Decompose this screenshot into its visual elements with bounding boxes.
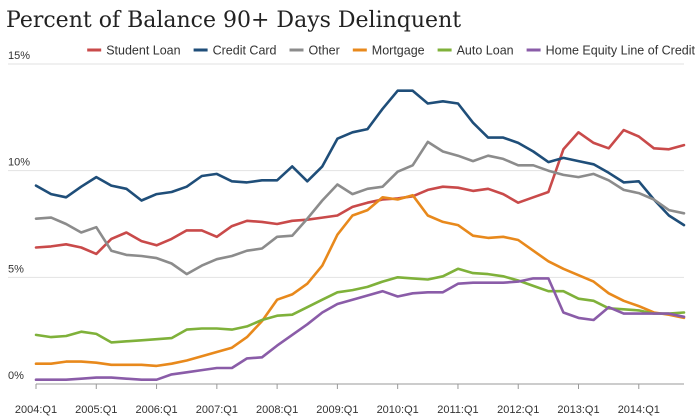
x-tick-label: 2011:Q1: [437, 404, 478, 416]
legend-item: Home Equity Line of Credit: [526, 44, 696, 58]
series-line-mortgage: [34, 193, 686, 368]
legend-label: Credit Card: [213, 44, 277, 58]
legend-item: Student Loan: [87, 44, 181, 58]
x-tick-label: 2005:Q1: [75, 404, 117, 416]
legend-item: Mortgage: [352, 44, 425, 58]
x-tick-label: 2007:Q1: [196, 404, 238, 416]
chart-title: Percent of Balance 90+ Days Delinquent: [6, 8, 461, 33]
series-lines: [34, 89, 686, 382]
legend-label: Auto Loan: [457, 44, 514, 58]
series-line-credit-card: [34, 89, 686, 227]
x-tick-label: 2008:Q1: [256, 404, 298, 416]
legend-label: Student Loan: [106, 44, 180, 58]
y-tick-label: 5%: [8, 263, 24, 275]
x-tick-label: 2004:Q1: [15, 404, 57, 416]
x-tick-label: 2009:Q1: [316, 404, 358, 416]
x-tick-label: 2013:Q1: [557, 404, 599, 416]
x-tick-label: 2010:Q1: [377, 404, 419, 416]
legend-item: Other: [289, 44, 340, 58]
gridlines: [8, 63, 684, 278]
legend-label: Other: [309, 44, 340, 58]
x-tick-label: 2006:Q1: [135, 404, 177, 416]
series-line-other: [34, 140, 686, 276]
series-line-auto-loan: [34, 267, 686, 344]
axes: 15% 10% 5% 0% 2004:Q1 2005:Q1 2006:Q1 2007:Q1 20…: [8, 50, 684, 416]
series-line-student-loan: [34, 128, 686, 256]
y-tick-label: 10%: [8, 157, 30, 169]
legend-item: Credit Card: [193, 44, 277, 58]
y-tick-label: 0%: [8, 370, 24, 382]
series-line-home-equity-line-of-credit: [34, 277, 686, 382]
legend: Student Loan Credit Card Other Mortgage Auto…: [87, 44, 696, 58]
legend-item: Auto Loan: [437, 44, 514, 58]
legend-label: Mortgage: [372, 44, 425, 58]
legend-label: Home Equity Line of Credit: [546, 44, 696, 58]
x-tick-label: 2012:Q1: [497, 404, 539, 416]
x-tick-label: 2014:Q1: [618, 404, 660, 416]
y-tick-label: 15%: [8, 50, 30, 62]
